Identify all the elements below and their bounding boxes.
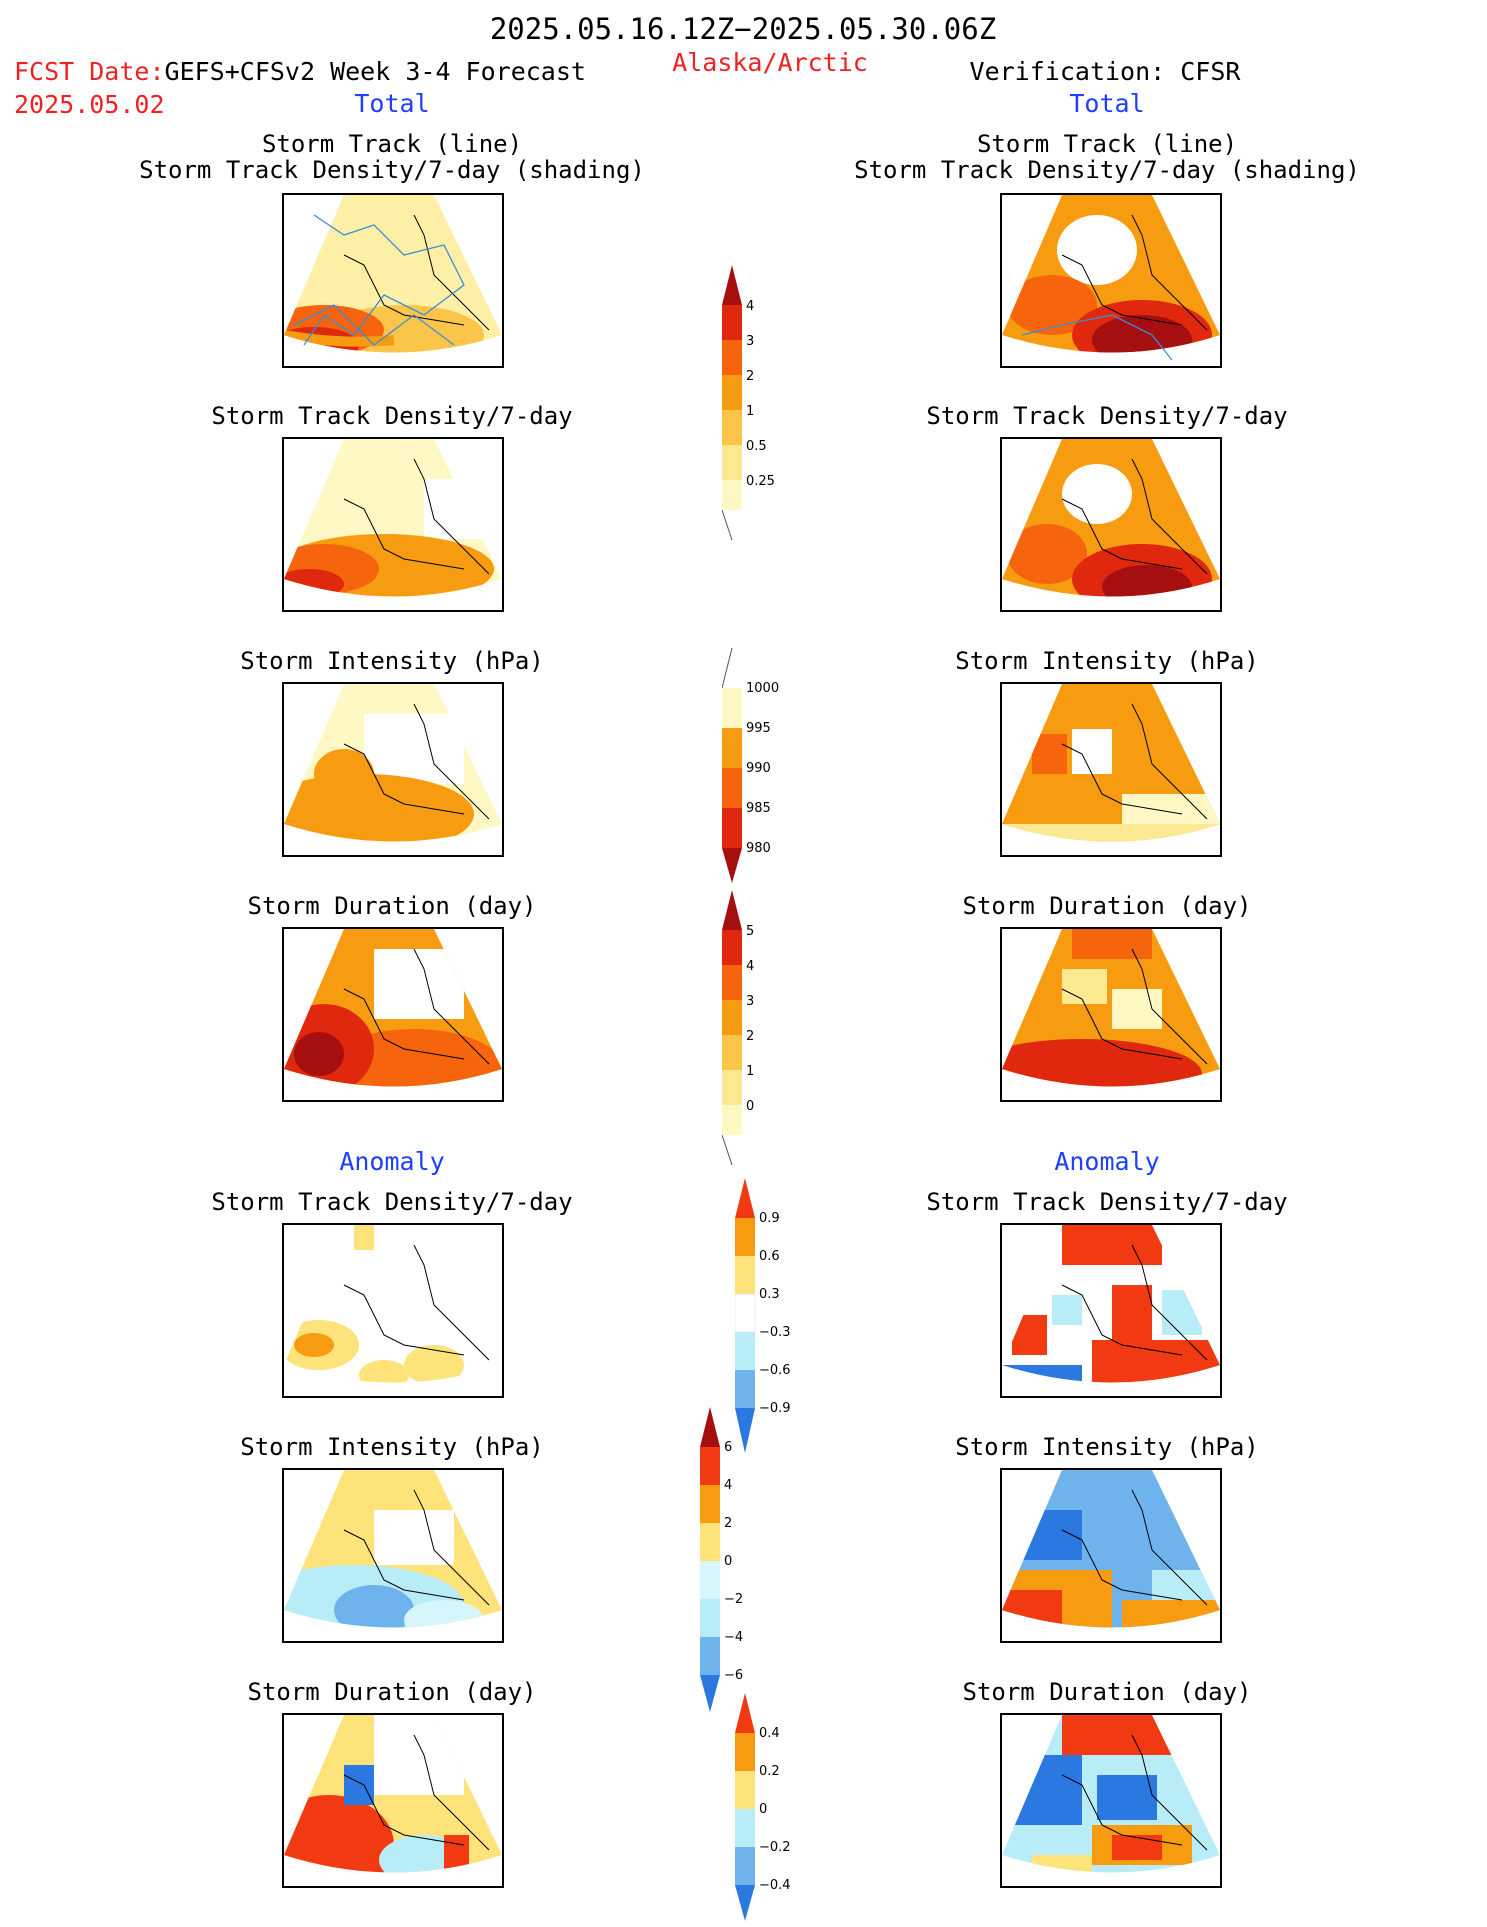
- svg-text:1000: 1000: [746, 681, 779, 696]
- svg-text:1: 1: [746, 1064, 754, 1079]
- svg-text:0.6: 0.6: [759, 1249, 780, 1264]
- period-title: 2025.05.16.12Z−2025.05.30.06Z: [489, 12, 997, 46]
- map-panel-fcst-intensity-anom: [282, 1468, 504, 1643]
- svg-text:985: 985: [746, 801, 771, 816]
- svg-text:0.2: 0.2: [759, 1764, 780, 1779]
- svg-text:−0.3: −0.3: [759, 1325, 791, 1340]
- svg-text:3: 3: [746, 994, 754, 1009]
- region-label: Alaska/Arctic: [672, 48, 868, 77]
- right-anomaly-label: Anomaly: [1054, 1147, 1160, 1176]
- left-track-title-2: Storm Track Density/7-day (shading): [139, 156, 645, 184]
- right-track-title-1: Storm Track (line): [976, 130, 1238, 158]
- right-track-title-2: Storm Track Density/7-day (shading): [854, 156, 1360, 184]
- right-density-title: Storm Track Density/7-day: [926, 402, 1288, 430]
- svg-text:2: 2: [746, 1029, 754, 1044]
- right-intensity-title: Storm Intensity (hPa): [955, 647, 1259, 675]
- svg-text:0: 0: [724, 1554, 732, 1569]
- svg-text:4: 4: [746, 299, 754, 314]
- map-panel-fcst-track: [282, 193, 504, 368]
- svg-text:3: 3: [746, 334, 754, 349]
- svg-text:−6: −6: [724, 1668, 743, 1683]
- verification-label: Verification: CFSR: [969, 57, 1241, 86]
- map-panel-obs-density: [1000, 437, 1222, 612]
- fcst-line: FCST Date:GEFS+CFSv2 Week 3-4 Forecast: [14, 57, 586, 86]
- svg-text:0: 0: [759, 1802, 767, 1817]
- fcst-model: GEFS+CFSv2 Week 3-4 Forecast: [164, 57, 586, 86]
- left-duration-anom-title: Storm Duration (day): [247, 1678, 537, 1706]
- svg-text:6: 6: [724, 1440, 732, 1455]
- svg-text:0.9: 0.9: [759, 1211, 780, 1226]
- colorbar-duration: 5 4 3 2 1 0: [721, 890, 792, 1174]
- right-intensity-anom-title: Storm Intensity (hPa): [955, 1433, 1259, 1461]
- svg-text:1: 1: [746, 404, 754, 419]
- right-total-label: Total: [1069, 89, 1145, 118]
- left-density-title: Storm Track Density/7-day: [211, 402, 573, 430]
- svg-text:0.5: 0.5: [746, 439, 767, 454]
- svg-text:−4: −4: [724, 1630, 743, 1645]
- svg-text:−0.2: −0.2: [759, 1840, 791, 1855]
- map-panel-fcst-duration-anom: [282, 1713, 504, 1888]
- svg-text:0.3: 0.3: [759, 1287, 780, 1302]
- svg-text:−2: −2: [724, 1592, 743, 1607]
- map-panel-obs-intensity: [1000, 682, 1222, 857]
- colorbar-intensity: 1000 995 990 985 980: [721, 647, 792, 892]
- svg-text:0: 0: [746, 1099, 754, 1114]
- fcst-date-value: 2025.05.02: [14, 90, 165, 119]
- svg-text:0.4: 0.4: [759, 1726, 780, 1741]
- svg-text:0.25: 0.25: [746, 474, 775, 489]
- colorbar-density: 4 3 2 1 0.5 0.25: [721, 265, 792, 549]
- svg-text:4: 4: [724, 1478, 732, 1493]
- svg-text:995: 995: [746, 721, 771, 736]
- fcst-date-label: FCST Date:: [14, 57, 165, 86]
- map-panel-obs-track: [1000, 193, 1222, 368]
- map-panel-obs-intensity-anom: [1000, 1468, 1222, 1643]
- left-intensity-anom-title: Storm Intensity (hPa): [240, 1433, 544, 1461]
- colorbar-density-anom: 0.9 0.6 0.3 −0.3 −0.6 −0.9: [734, 1178, 805, 1462]
- svg-text:4: 4: [746, 959, 754, 974]
- colorbar-intensity-anom: 6 4 2 0 −2 −4 −6: [700, 1407, 770, 1721]
- left-total-label: Total: [354, 89, 430, 118]
- svg-text:2: 2: [724, 1516, 732, 1531]
- map-panel-obs-duration: [1000, 927, 1222, 1102]
- right-duration-title: Storm Duration (day): [962, 892, 1252, 920]
- colorbar-duration-anom: 0.4 0.2 0 −0.2 −0.4: [735, 1693, 805, 1927]
- svg-text:2: 2: [746, 369, 754, 384]
- left-track-title-1: Storm Track (line): [261, 130, 523, 158]
- map-panel-obs-duration-anom: [1000, 1713, 1222, 1888]
- map-panel-obs-density-anom: [1000, 1223, 1222, 1398]
- left-duration-title: Storm Duration (day): [247, 892, 537, 920]
- svg-text:980: 980: [746, 841, 771, 856]
- left-intensity-title: Storm Intensity (hPa): [240, 647, 544, 675]
- svg-text:−0.6: −0.6: [759, 1363, 791, 1378]
- svg-text:990: 990: [746, 761, 771, 776]
- left-anomaly-label: Anomaly: [339, 1147, 445, 1176]
- map-panel-fcst-duration: [282, 927, 504, 1102]
- right-duration-anom-title: Storm Duration (day): [962, 1678, 1252, 1706]
- map-panel-fcst-density: [282, 437, 504, 612]
- map-panel-fcst-intensity: [282, 682, 504, 857]
- map-panel-fcst-density-anom: [282, 1223, 504, 1398]
- svg-text:−0.9: −0.9: [759, 1401, 791, 1416]
- svg-text:5: 5: [746, 924, 754, 939]
- right-density-anom-title: Storm Track Density/7-day: [926, 1188, 1288, 1216]
- left-density-anom-title: Storm Track Density/7-day: [211, 1188, 573, 1216]
- svg-text:−0.4: −0.4: [759, 1878, 791, 1893]
